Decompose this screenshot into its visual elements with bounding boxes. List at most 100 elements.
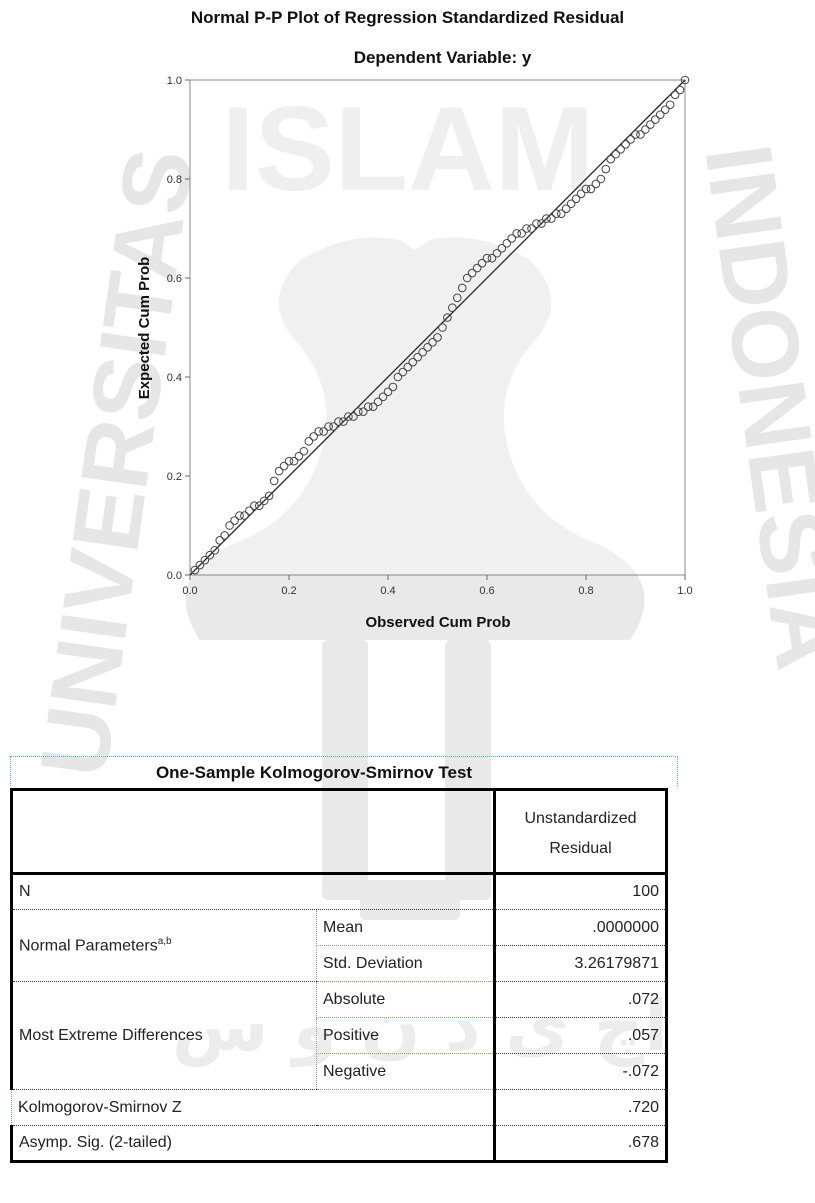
data-point xyxy=(601,164,611,174)
data-point xyxy=(651,115,660,124)
data-point xyxy=(517,229,526,238)
mean-value: .0000000 xyxy=(493,909,668,946)
data-point xyxy=(492,248,502,258)
data-point xyxy=(561,204,571,213)
x-tick-label: 0.2 xyxy=(281,585,296,597)
data-point xyxy=(646,120,655,129)
med-label: Most Extreme Differences xyxy=(10,981,317,1090)
reference-line xyxy=(189,79,686,576)
data-point xyxy=(245,506,254,515)
negative-value: -.072 xyxy=(493,1053,668,1090)
y-tick-label: 0.6 xyxy=(167,273,182,285)
data-point xyxy=(254,501,264,511)
chart-subtitle: Dependent Variable: y xyxy=(353,48,532,67)
ks-test-title: One-Sample Kolmogorov-Smirnov Test xyxy=(10,756,678,786)
data-point xyxy=(215,536,224,545)
data-point xyxy=(467,268,477,278)
data-point xyxy=(294,451,304,461)
data-point xyxy=(428,338,437,347)
absolute-value: .072 xyxy=(493,981,668,1018)
data-point xyxy=(482,253,492,263)
data-point xyxy=(240,511,249,520)
data-point xyxy=(383,387,393,397)
data-point xyxy=(354,407,363,416)
y-tick-label: 0.4 xyxy=(167,372,182,384)
chart-title: Normal P-P Plot of Regression Standardiz… xyxy=(190,8,625,27)
data-point xyxy=(349,412,358,421)
data-point xyxy=(527,224,536,233)
data-point xyxy=(581,184,591,194)
data-point xyxy=(418,347,427,357)
data-point xyxy=(408,357,418,367)
watermark-top-text: ISLAM xyxy=(221,82,594,216)
ksz-label: Kolmogorov-Smirnov Z xyxy=(11,1089,495,1126)
y-tick-label: 0.0 xyxy=(167,570,182,582)
data-point xyxy=(329,422,338,431)
data-point xyxy=(665,100,675,110)
data-point xyxy=(324,422,333,431)
data-points xyxy=(190,75,690,575)
y-tick-label: 1.0 xyxy=(167,75,182,87)
data-point xyxy=(537,219,546,228)
data-point xyxy=(373,397,383,407)
data-point xyxy=(205,550,215,560)
x-tick-label: 0.4 xyxy=(380,585,395,597)
data-point xyxy=(398,367,408,377)
data-point xyxy=(626,135,635,144)
data-point xyxy=(279,461,289,471)
data-point xyxy=(547,214,556,223)
data-point xyxy=(462,273,472,283)
x-tick-label: 0.0 xyxy=(182,585,197,597)
data-point xyxy=(259,496,269,506)
data-point xyxy=(611,149,621,159)
data-point xyxy=(631,130,640,139)
absolute-label: Absolute xyxy=(316,981,495,1018)
data-point xyxy=(497,244,507,253)
data-point xyxy=(299,446,309,456)
x-axis: 0.0 0.2 0.4 0.6 0.8 1.0 xyxy=(182,575,693,597)
data-point xyxy=(250,501,259,511)
data-point xyxy=(225,521,234,530)
data-point xyxy=(596,174,606,184)
data-point xyxy=(502,239,512,248)
data-point xyxy=(675,85,685,95)
data-point xyxy=(680,75,690,85)
y-axis-label: Expected Cum Prob xyxy=(136,257,153,400)
ksz-value: .720 xyxy=(493,1089,668,1126)
data-point xyxy=(433,333,442,342)
data-point xyxy=(453,293,462,303)
data-point xyxy=(358,407,368,416)
data-point xyxy=(487,253,497,263)
data-point xyxy=(220,531,229,540)
data-point xyxy=(443,313,452,322)
data-point xyxy=(230,516,239,525)
asymp-label: Asymp. Sig. (2-tailed) xyxy=(10,1125,495,1163)
normal-params-label: Normal Parametersa,b xyxy=(10,909,317,982)
ks-test-table: Unstandardized Residual N 100 Normal Par… xyxy=(10,788,668,1163)
data-point xyxy=(319,427,328,436)
data-point xyxy=(576,189,586,199)
data-point xyxy=(289,456,299,466)
data-point xyxy=(606,154,616,164)
data-point xyxy=(571,194,581,204)
data-point xyxy=(477,258,487,268)
data-point xyxy=(190,565,200,575)
data-point xyxy=(566,199,576,209)
header-blank xyxy=(10,788,495,875)
data-point xyxy=(284,456,294,466)
data-point xyxy=(641,125,650,134)
x-axis-label: Observed Cum Prob xyxy=(365,614,510,631)
data-point xyxy=(591,179,601,189)
data-point xyxy=(388,382,398,392)
data-point xyxy=(542,214,551,223)
y-tick-label: 0.2 xyxy=(167,471,182,483)
data-point xyxy=(621,140,630,149)
data-point xyxy=(363,402,373,412)
data-point xyxy=(200,555,210,565)
data-point xyxy=(655,110,665,119)
data-point xyxy=(403,362,413,372)
data-point xyxy=(378,392,388,402)
column-header: Unstandardized Residual xyxy=(493,788,668,875)
data-point xyxy=(507,234,517,243)
data-point xyxy=(195,560,205,570)
